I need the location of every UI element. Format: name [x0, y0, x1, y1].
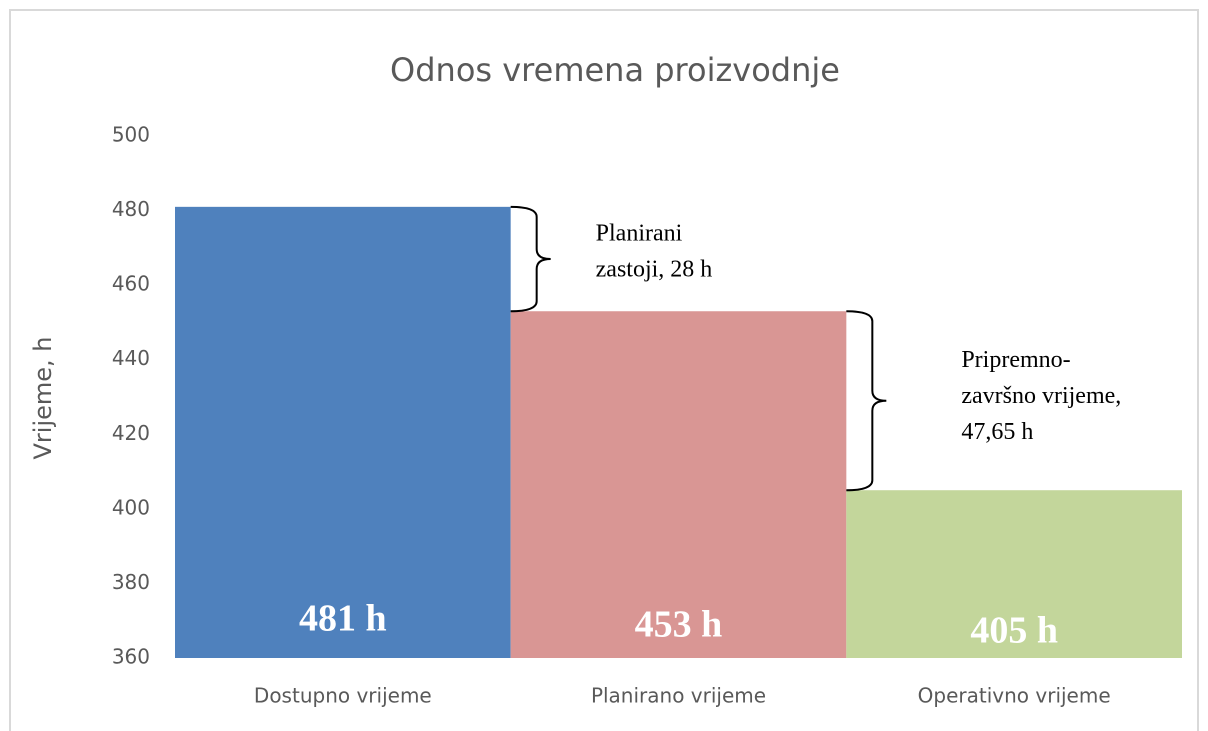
y-tick-label: 460	[112, 272, 150, 296]
y-axis-label: Vrijeme, h	[29, 337, 57, 460]
y-tick-label: 480	[112, 197, 150, 221]
annotation: Pripremno-	[961, 347, 1070, 373]
value-label: 405 h	[970, 610, 1058, 652]
brace	[510, 205, 551, 313]
annotation: završno vrijeme,	[961, 383, 1121, 409]
x-tick-label: Dostupno vrijeme	[254, 684, 432, 708]
annotation: zastoji, 28 h	[596, 257, 713, 283]
value-label: 453 h	[635, 604, 723, 646]
chart-frame	[9, 9, 1199, 731]
y-tick-label: 380	[112, 570, 150, 594]
y-tick-label: 360	[112, 645, 150, 669]
annotation: 47,65 h	[961, 419, 1033, 445]
bar	[175, 206, 511, 659]
value-label: 481 h	[299, 598, 387, 640]
bar	[510, 311, 847, 658]
chart-title: Odnos vremena proizvodnje	[390, 51, 840, 89]
x-tick-label: Planirano vrijeme	[591, 684, 766, 708]
y-tick-label: 440	[112, 346, 150, 370]
annotation: Planirani	[596, 221, 683, 247]
x-tick-label: Operativno vrijeme	[918, 684, 1111, 708]
y-tick-label: 420	[112, 421, 150, 445]
brace	[846, 310, 887, 492]
y-tick-label: 500	[112, 123, 150, 147]
y-tick-label: 400	[112, 495, 150, 519]
bar	[846, 490, 1182, 658]
